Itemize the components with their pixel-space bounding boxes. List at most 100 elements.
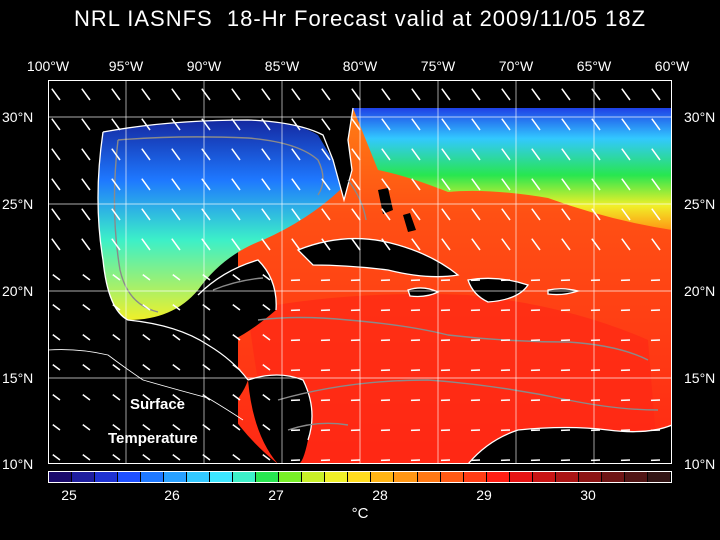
lon-label: 70°W	[498, 58, 534, 74]
colorbar-swatch	[371, 472, 395, 482]
lat-label: 15°N	[2, 370, 34, 386]
wind-arrow	[651, 178, 661, 191]
wind-arrow	[381, 118, 391, 131]
wind-arrow	[591, 208, 601, 221]
wind-arrow	[201, 118, 211, 131]
wind-arrow	[441, 178, 451, 191]
lat-label: 10°N	[684, 456, 716, 472]
wind-arrow	[621, 208, 631, 221]
wind-arrow	[441, 208, 451, 221]
wind-arrow	[351, 208, 361, 221]
wind-arrow	[82, 334, 91, 341]
wind-arrow	[291, 238, 301, 251]
wind-arrow	[411, 118, 421, 131]
colorbar-swatch	[233, 472, 257, 482]
wind-arrow	[171, 148, 181, 161]
wind-arrow	[471, 178, 481, 191]
wind-arrow	[261, 148, 271, 161]
atlantic-north-water	[353, 108, 672, 230]
wind-arrow	[501, 238, 511, 251]
wind-arrow	[172, 334, 181, 341]
wind-arrow	[51, 238, 61, 251]
wind-arrow	[172, 274, 181, 281]
land-central-america	[248, 375, 312, 464]
wind-arrow	[441, 148, 451, 161]
wind-arrow	[381, 208, 391, 221]
wind-arrow	[51, 148, 61, 161]
lat-label: 30°N	[684, 109, 716, 125]
wind-arrow	[531, 208, 541, 221]
coastlines	[97, 107, 672, 464]
wind-arrow	[112, 394, 121, 401]
wind-arrow	[52, 334, 61, 341]
wind-arrow	[291, 118, 301, 131]
land-yucatan	[198, 260, 277, 340]
wind-arrow	[441, 238, 451, 251]
wind-arrow	[381, 178, 391, 191]
colorbar-swatch	[302, 472, 326, 482]
wind-arrow	[142, 274, 151, 281]
wind-arrow	[52, 454, 61, 461]
wind-arrow	[172, 454, 181, 461]
lon-label: 80°W	[342, 58, 378, 74]
wind-arrow	[171, 88, 181, 101]
wind-arrow	[81, 118, 91, 131]
colorbar-swatch	[164, 472, 188, 482]
lon-label: 60°W	[654, 58, 690, 74]
wind-arrow	[291, 178, 301, 191]
colorbar-swatch	[72, 472, 96, 482]
wind-arrow	[591, 148, 601, 161]
wind-arrow	[141, 118, 151, 131]
wind-arrow	[81, 208, 91, 221]
wind-arrow	[591, 178, 601, 191]
wind-arrow	[471, 118, 481, 131]
wind-arrow	[111, 208, 121, 221]
wind-arrow	[411, 88, 421, 101]
wind-vectors	[51, 88, 661, 462]
wind-arrow	[651, 148, 661, 161]
wind-arrow	[651, 238, 661, 251]
wind-arrow	[471, 208, 481, 221]
colorbar-swatch	[256, 472, 280, 482]
colorbar-swatch	[279, 472, 303, 482]
wind-arrow	[111, 178, 121, 191]
wind-arrow	[51, 88, 61, 101]
wind-arrow	[81, 238, 91, 251]
wind-arrow	[51, 118, 61, 131]
wind-arrow	[112, 334, 121, 341]
wind-arrow	[621, 178, 631, 191]
colorbar-swatch	[348, 472, 372, 482]
overlay-label-temperature: Temperature	[108, 430, 198, 447]
wind-arrow	[501, 118, 511, 131]
wind-arrow	[202, 424, 211, 431]
wind-arrow	[651, 118, 661, 131]
wind-arrow	[621, 238, 631, 251]
wind-arrow	[262, 274, 271, 281]
wind-arrow	[321, 118, 331, 131]
wind-arrow	[201, 208, 211, 221]
wind-arrow	[172, 424, 181, 431]
wind-arrow	[231, 178, 241, 191]
wind-arrow	[171, 118, 181, 131]
wind-arrow	[82, 424, 91, 431]
wind-arrow	[501, 88, 511, 101]
wind-arrow	[142, 424, 151, 431]
wind-arrow	[411, 238, 421, 251]
land-cuba	[298, 238, 458, 277]
colorbar-swatch	[187, 472, 211, 482]
wind-arrow	[51, 208, 61, 221]
gulf-of-mexico-water	[98, 120, 342, 320]
wind-arrow	[591, 118, 601, 131]
wind-arrow	[501, 178, 511, 191]
wind-arrow	[621, 148, 631, 161]
wind-arrow	[111, 238, 121, 251]
wind-arrow	[201, 238, 211, 251]
wind-arrow	[202, 454, 211, 461]
land-puerto-rico	[548, 288, 578, 295]
wind-arrow	[172, 304, 181, 311]
map-frame	[48, 80, 672, 464]
wind-arrow	[112, 304, 121, 311]
wind-arrow	[52, 364, 61, 371]
lat-label: 20°N	[684, 283, 716, 299]
colorbar-swatch	[325, 472, 349, 482]
